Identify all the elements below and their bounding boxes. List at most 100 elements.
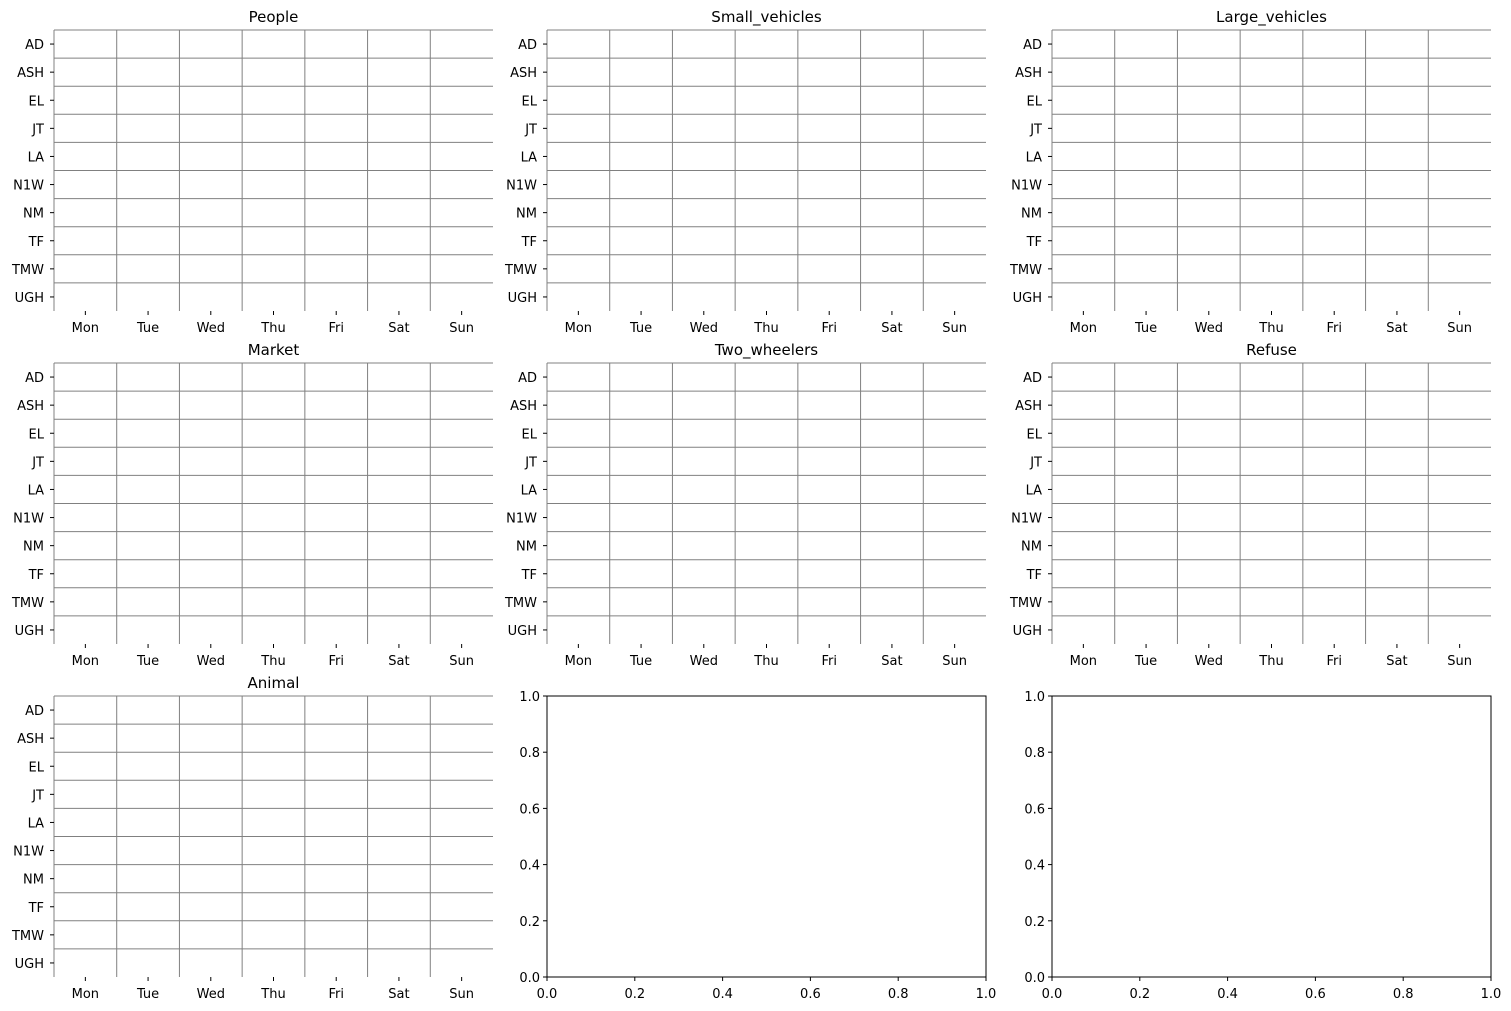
x-tick-label: Mon [72,654,99,669]
x-tick-label: Thu [260,321,285,336]
y-tick-label: TMW [11,263,44,278]
y-tick-label: 0.6 [519,802,540,817]
x-tick-label: 0.4 [1217,987,1238,1002]
x-tick-label: 0.8 [888,987,909,1002]
x-tick-label: Sat [1386,321,1407,336]
y-tick-label: TF [28,235,44,250]
axes-frame [1051,695,1492,978]
x-tick-label: Sun [1447,654,1472,669]
x-tick-label: Tue [629,654,652,669]
y-tick-label: AD [25,371,44,386]
y-tick-label: ASH [510,66,537,81]
y-tick-label: ASH [17,732,44,747]
y-tick-label: UGH [15,291,44,306]
y-tick-label: AD [1023,38,1042,53]
y-tick-label: JT [31,455,44,470]
subplot-1: People AD ASH EL JT LA N1W NM TF TMW UGH Mon Tue Wed T… [11,8,493,336]
x-tick-label: 0.0 [1042,987,1063,1002]
y-tick-label: JT [31,788,44,803]
y-tick-label: ASH [510,399,537,414]
y-tick-label: AD [25,38,44,53]
y-tick-label: TF [521,568,537,583]
x-tick-label: 0.2 [624,987,645,1002]
x-tick-label: Thu [260,987,285,1002]
heatmap-title: People [249,8,299,26]
x-tick-label: Thu [1258,321,1283,336]
x-tick-label: Sat [388,987,409,1002]
x-tick-label: Fri [328,654,344,669]
x-tick-label: 0.6 [1305,987,1326,1002]
x-tick-label: Wed [197,987,225,1002]
y-tick-label: NM [516,540,537,555]
y-tick-label: 0.8 [519,746,540,761]
x-tick-label: Fri [821,654,837,669]
y-tick-label: UGH [508,291,537,306]
x-tick-label: Wed [1195,321,1223,336]
y-tick-label: NM [1021,207,1042,222]
x-tick-label: Sun [449,987,474,1002]
y-tick-label: TF [28,568,44,583]
subplot-6: Refuse AD ASH EL JT LA N1W NM TF TMW UGH Mon Tue Wed T… [1009,341,1491,669]
y-tick-label: TF [1026,235,1042,250]
x-tick-label: Sat [1386,654,1407,669]
y-tick-label: ASH [1015,66,1042,81]
y-tick-label: LA [28,816,45,831]
y-tick-label: UGH [1013,291,1042,306]
heatmap-title: Market [248,341,300,359]
x-tick-label: Wed [690,654,718,669]
x-tick-label: Sun [1447,321,1472,336]
x-tick-label: Thu [260,654,285,669]
y-tick-label: 1.0 [519,690,540,705]
y-tick-label: TMW [1009,596,1042,611]
y-tick-label: N1W [1011,179,1042,194]
y-tick-label: EL [1027,94,1043,109]
y-tick-label: TMW [1009,263,1042,278]
y-tick-label: EL [29,760,45,775]
x-tick-label: Sun [942,654,967,669]
y-tick-label: N1W [506,179,537,194]
x-tick-label: Sat [388,654,409,669]
subplot-9: 0.0 0.2 0.4 0.6 0.8 1.0 0.0 0.2 0.4 0.6 0.8 1.0 [1024,690,1501,1002]
x-tick-label: Sat [388,321,409,336]
heatmap-title: Two_wheelers [714,341,818,360]
x-tick-label: Wed [197,321,225,336]
x-tick-label: Tue [136,321,159,336]
subplot-5: Two_wheelers AD ASH EL JT LA N1W NM TF TMW UGH Mon T… [504,341,986,669]
y-tick-label: JT [524,122,537,137]
x-tick-label: Thu [753,321,778,336]
y-tick-label: LA [28,483,45,498]
y-tick-label: 1.0 [1024,690,1045,705]
y-tick-label: UGH [15,624,44,639]
x-tick-label: Tue [136,654,159,669]
y-tick-label: 0.4 [1024,859,1045,874]
y-tick-label: NM [516,207,537,222]
x-tick-label: 0.6 [800,987,821,1002]
subplot-2: Small_vehicles AD ASH EL JT LA N1W NM TF TMW UGH Mo… [504,8,986,336]
y-tick-label: N1W [13,845,44,860]
y-tick-label: UGH [508,624,537,639]
subplot-7: Animal AD ASH EL JT LA N1W NM TF TMW UGH Mon Tue Wed T… [11,674,493,1002]
x-tick-label: Sat [881,654,902,669]
y-tick-label: NM [1021,540,1042,555]
x-tick-label: Mon [72,321,99,336]
y-tick-label: EL [522,94,538,109]
heatmap-title: Refuse [1246,341,1297,359]
x-tick-label: Tue [1134,321,1157,336]
heatmap-title: Large_vehicles [1216,8,1327,27]
y-tick-label: TMW [504,263,537,278]
x-tick-label: Sun [449,654,474,669]
y-tick-label: LA [1026,150,1043,165]
y-tick-label: EL [29,427,45,442]
y-tick-label: TF [521,235,537,250]
y-tick-label: 0.4 [519,859,540,874]
y-tick-label: NM [23,540,44,555]
y-tick-label: NM [23,207,44,222]
y-tick-label: UGH [1013,624,1042,639]
x-tick-label: Fri [1326,321,1342,336]
x-tick-label: 0.8 [1393,987,1414,1002]
x-tick-label: Fri [1326,654,1342,669]
subplot-8: 0.0 0.2 0.4 0.6 0.8 1.0 0.0 0.2 0.4 0.6 0.8 1.0 [519,690,996,1002]
x-tick-label: 0.2 [1129,987,1150,1002]
y-tick-label: TMW [11,596,44,611]
y-tick-label: LA [521,150,538,165]
